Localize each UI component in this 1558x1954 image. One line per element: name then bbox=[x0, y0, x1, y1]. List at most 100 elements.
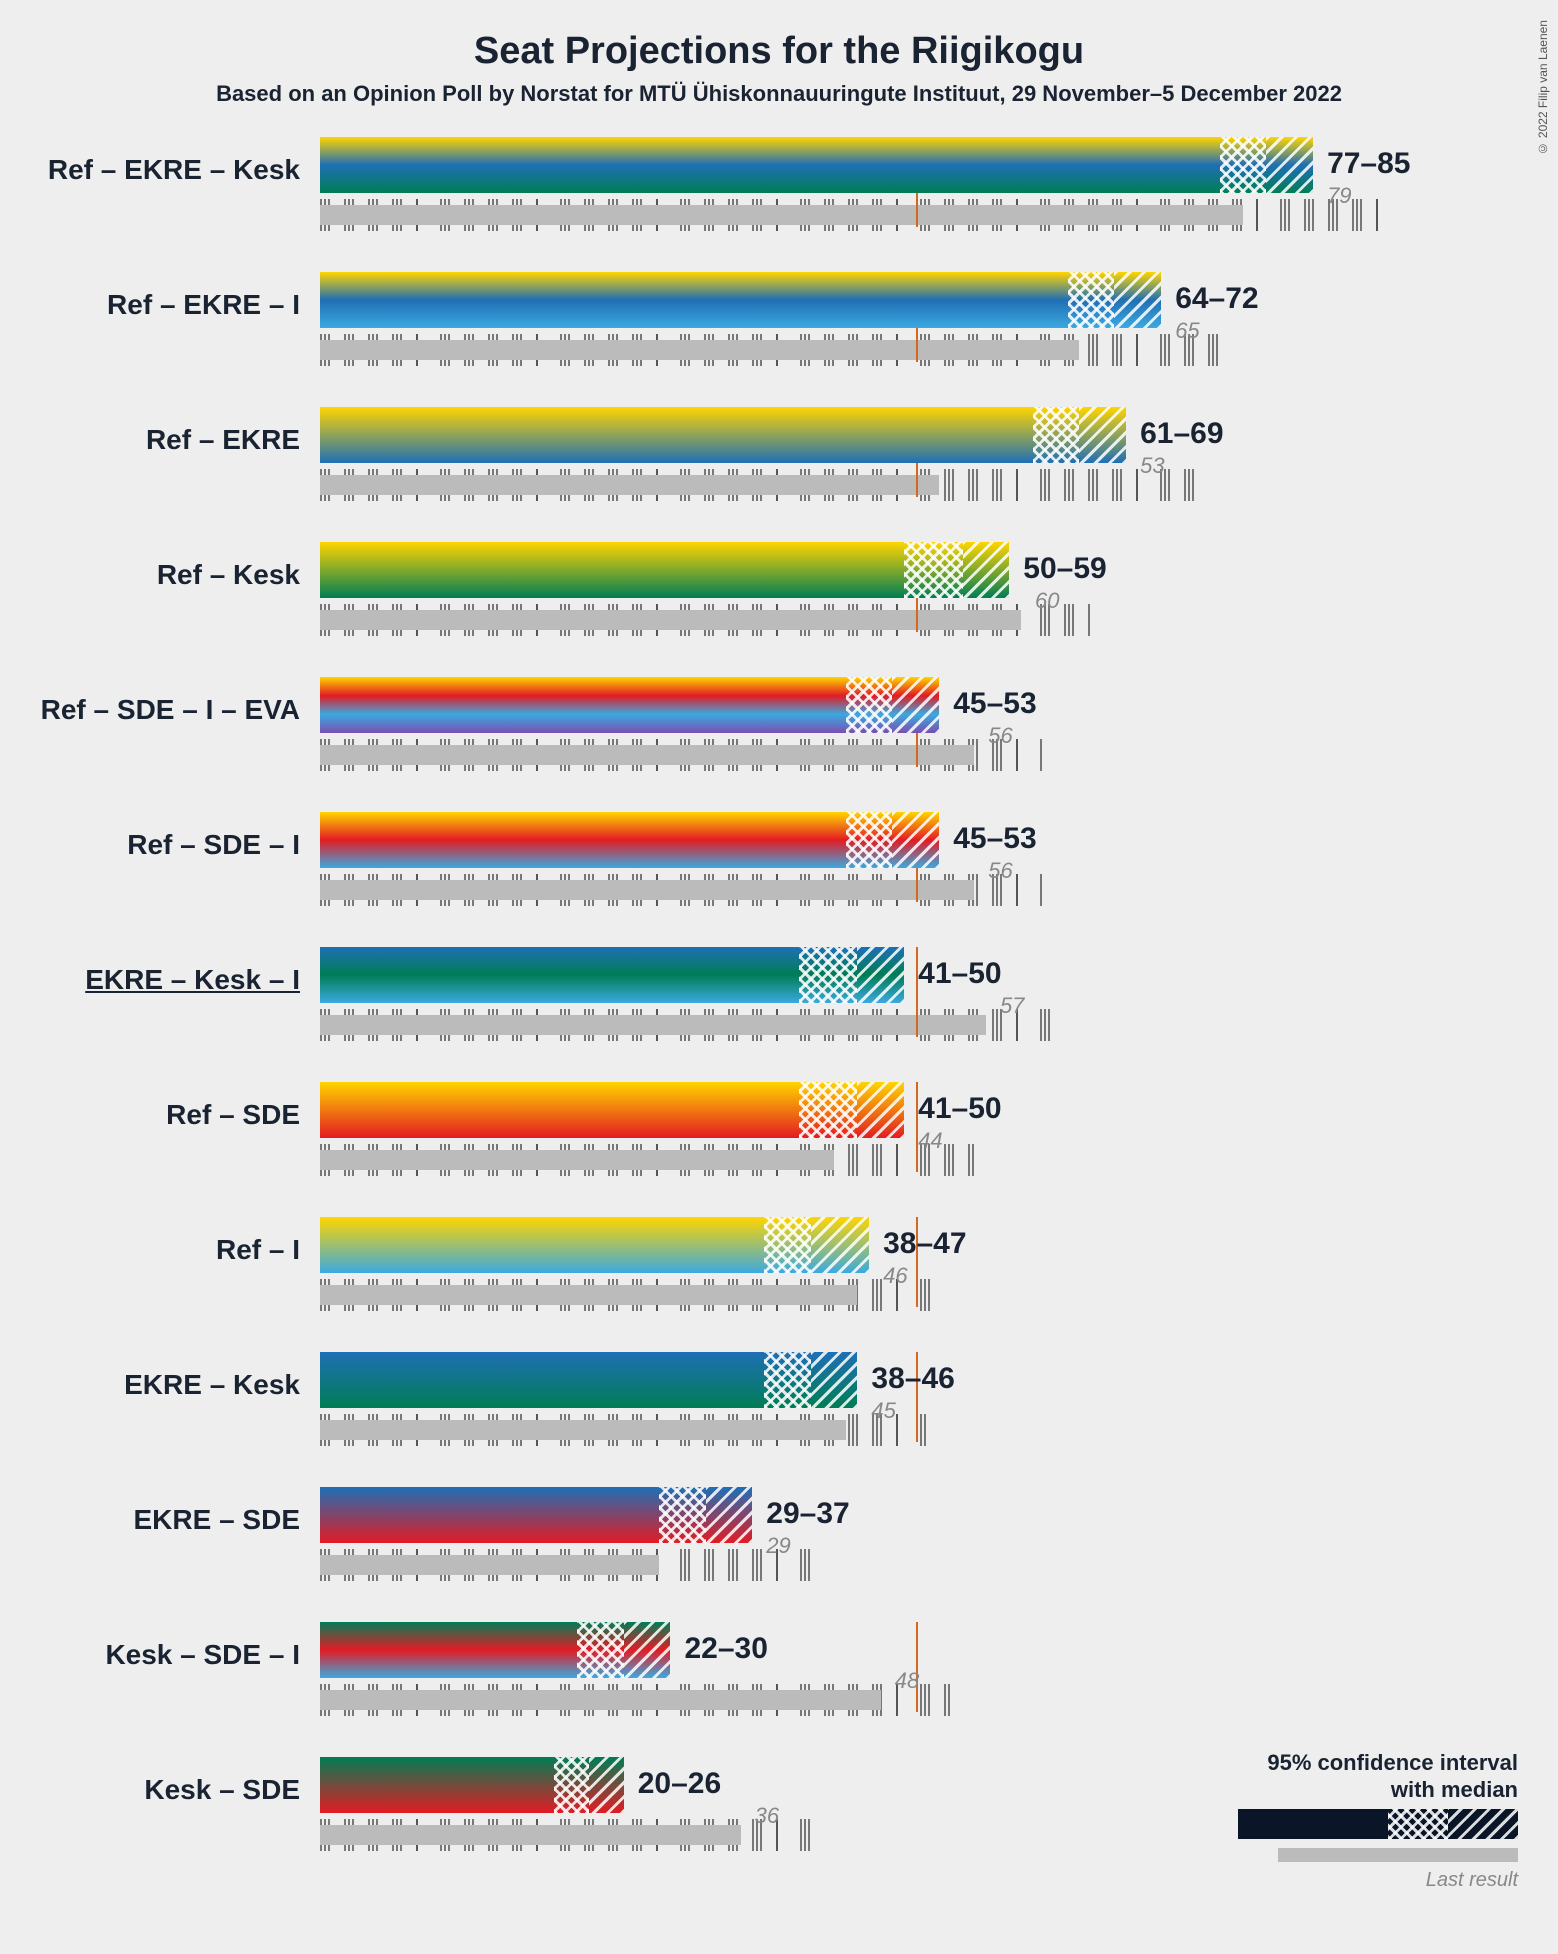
last-result-label: 79 bbox=[1327, 183, 1351, 209]
range-label: 77–85 bbox=[1327, 147, 1410, 181]
coalition-row: Kesk – SDE – I 22–30 48 bbox=[40, 1622, 1518, 1757]
coalition-label: Ref – SDE – I – EVA bbox=[40, 677, 320, 726]
legend-ci-line1: 95% confidence interval bbox=[1267, 1750, 1518, 1775]
range-label: 20–26 bbox=[638, 1767, 721, 1801]
coalition-bar bbox=[320, 677, 939, 733]
coalition-label: Kesk – SDE – I bbox=[40, 1622, 320, 1671]
bars-zone: 22–30 48 bbox=[320, 1622, 1518, 1757]
coalition-bar bbox=[320, 137, 1313, 193]
last-result-label: 36 bbox=[755, 1803, 779, 1829]
last-result-bar bbox=[320, 1150, 834, 1170]
range-label: 29–37 bbox=[766, 1497, 849, 1531]
coalition-label: Ref – I bbox=[40, 1217, 320, 1266]
chart-title: Seat Projections for the Riigikogu bbox=[40, 30, 1518, 73]
bars-zone: 38–4645 bbox=[320, 1352, 1518, 1487]
bars-zone: 61–6953 bbox=[320, 407, 1518, 542]
coalition-bar bbox=[320, 947, 904, 1003]
last-result-bar bbox=[320, 1555, 659, 1575]
majority-line bbox=[916, 1622, 918, 1712]
range-label: 38–46 bbox=[871, 1362, 954, 1396]
legend-ci-swatch bbox=[1238, 1809, 1518, 1839]
coalition-row: EKRE – Kesk38–4645 bbox=[40, 1352, 1518, 1487]
coalition-bar bbox=[320, 1622, 670, 1678]
range-label: 41–50 bbox=[918, 1092, 1001, 1126]
legend-last-text: Last result bbox=[1238, 1869, 1518, 1892]
coalition-bar bbox=[320, 1217, 869, 1273]
legend-last-bar bbox=[1278, 1848, 1518, 1862]
coalition-row: Ref – SDE – I – EVA45–5356 bbox=[40, 677, 1518, 812]
range-label: 64–72 bbox=[1175, 282, 1258, 316]
coalition-row: EKRE – SDE29–3729 bbox=[40, 1487, 1518, 1622]
last-result-label: 46 bbox=[883, 1263, 907, 1289]
last-result-label: 57 bbox=[1000, 993, 1024, 1019]
coalition-row: Ref – SDE – I45–5356 bbox=[40, 812, 1518, 947]
coalition-row: Ref – EKRE61–6953 bbox=[40, 407, 1518, 542]
coalition-bar bbox=[320, 1487, 752, 1543]
coalition-label: EKRE – SDE bbox=[40, 1487, 320, 1536]
last-result-bar bbox=[320, 745, 974, 765]
legend-ci-text: 95% confidence interval with median bbox=[1238, 1750, 1518, 1803]
range-label: 50–59 bbox=[1023, 552, 1106, 586]
coalition-bar bbox=[320, 1082, 904, 1138]
coalition-label: Ref – EKRE – Kesk bbox=[40, 137, 320, 186]
last-result-label: 56 bbox=[988, 723, 1012, 749]
coalition-label: Kesk – SDE bbox=[40, 1757, 320, 1806]
coalition-label: EKRE – Kesk – I bbox=[40, 947, 320, 996]
coalition-row: Ref – SDE41–5044 bbox=[40, 1082, 1518, 1217]
bars-zone: 50–5960 bbox=[320, 542, 1518, 677]
coalition-bar bbox=[320, 1757, 624, 1813]
coalition-row: Ref – Kesk50–5960 bbox=[40, 542, 1518, 677]
legend-ci-line2: with median bbox=[1391, 1777, 1518, 1802]
coalition-label: Ref – EKRE bbox=[40, 407, 320, 456]
last-result-label: 60 bbox=[1035, 588, 1059, 614]
copyright-text: © 2022 Filip van Laenen bbox=[1536, 20, 1550, 155]
last-result-bar bbox=[320, 1420, 846, 1440]
rows-area: Ref – EKRE – Kesk77–8579Ref – EKRE – I64… bbox=[40, 137, 1518, 1892]
bars-zone: 45–5356 bbox=[320, 677, 1518, 812]
legend-hatch-left bbox=[1388, 1809, 1448, 1839]
chart-subtitle: Based on an Opinion Poll by Norstat for … bbox=[40, 81, 1518, 107]
coalition-bar bbox=[320, 812, 939, 868]
range-label: 45–53 bbox=[953, 687, 1036, 721]
coalition-label: EKRE – Kesk bbox=[40, 1352, 320, 1401]
chart-container: © 2022 Filip van Laenen Seat Projections… bbox=[0, 0, 1558, 1954]
last-result-label: 29 bbox=[766, 1533, 790, 1559]
last-result-bar bbox=[320, 340, 1079, 360]
range-label: 38–47 bbox=[883, 1227, 966, 1261]
last-result-label: 48 bbox=[895, 1668, 919, 1694]
range-label: 41–50 bbox=[918, 957, 1001, 991]
bars-zone: 64–7265 bbox=[320, 272, 1518, 407]
last-result-bar bbox=[320, 475, 939, 495]
coalition-row: Ref – I38–4746 bbox=[40, 1217, 1518, 1352]
bars-zone: 77–8579 bbox=[320, 137, 1518, 272]
last-result-label: 65 bbox=[1175, 318, 1199, 344]
legend-hatch-right bbox=[1448, 1809, 1518, 1839]
last-result-bar bbox=[320, 1690, 881, 1710]
range-label: 22–30 bbox=[684, 1632, 767, 1666]
coalition-bar bbox=[320, 272, 1161, 328]
last-result-bar bbox=[320, 880, 974, 900]
coalition-bar bbox=[320, 407, 1126, 463]
coalition-label: Ref – Kesk bbox=[40, 542, 320, 591]
range-label: 61–69 bbox=[1140, 417, 1223, 451]
coalition-bar bbox=[320, 1352, 857, 1408]
bars-zone: 38–4746 bbox=[320, 1217, 1518, 1352]
last-result-bar bbox=[320, 205, 1243, 225]
coalition-label: Ref – SDE – I bbox=[40, 812, 320, 861]
bars-zone: 41–5057 bbox=[320, 947, 1518, 1082]
last-result-label: 44 bbox=[918, 1128, 942, 1154]
last-result-label: 56 bbox=[988, 858, 1012, 884]
last-result-bar bbox=[320, 1015, 986, 1035]
bars-zone: 45–5356 bbox=[320, 812, 1518, 947]
coalition-bar bbox=[320, 542, 1009, 598]
legend: 95% confidence interval with median Last… bbox=[1238, 1750, 1518, 1892]
bars-zone: 41–5044 bbox=[320, 1082, 1518, 1217]
coalition-row: Ref – EKRE – I64–7265 bbox=[40, 272, 1518, 407]
coalition-label: Ref – EKRE – I bbox=[40, 272, 320, 321]
last-result-bar bbox=[320, 1285, 857, 1305]
bars-zone: 29–3729 bbox=[320, 1487, 1518, 1622]
range-label: 45–53 bbox=[953, 822, 1036, 856]
coalition-label: Ref – SDE bbox=[40, 1082, 320, 1131]
last-result-label: 53 bbox=[1140, 453, 1164, 479]
coalition-row: EKRE – Kesk – I41–5057 bbox=[40, 947, 1518, 1082]
